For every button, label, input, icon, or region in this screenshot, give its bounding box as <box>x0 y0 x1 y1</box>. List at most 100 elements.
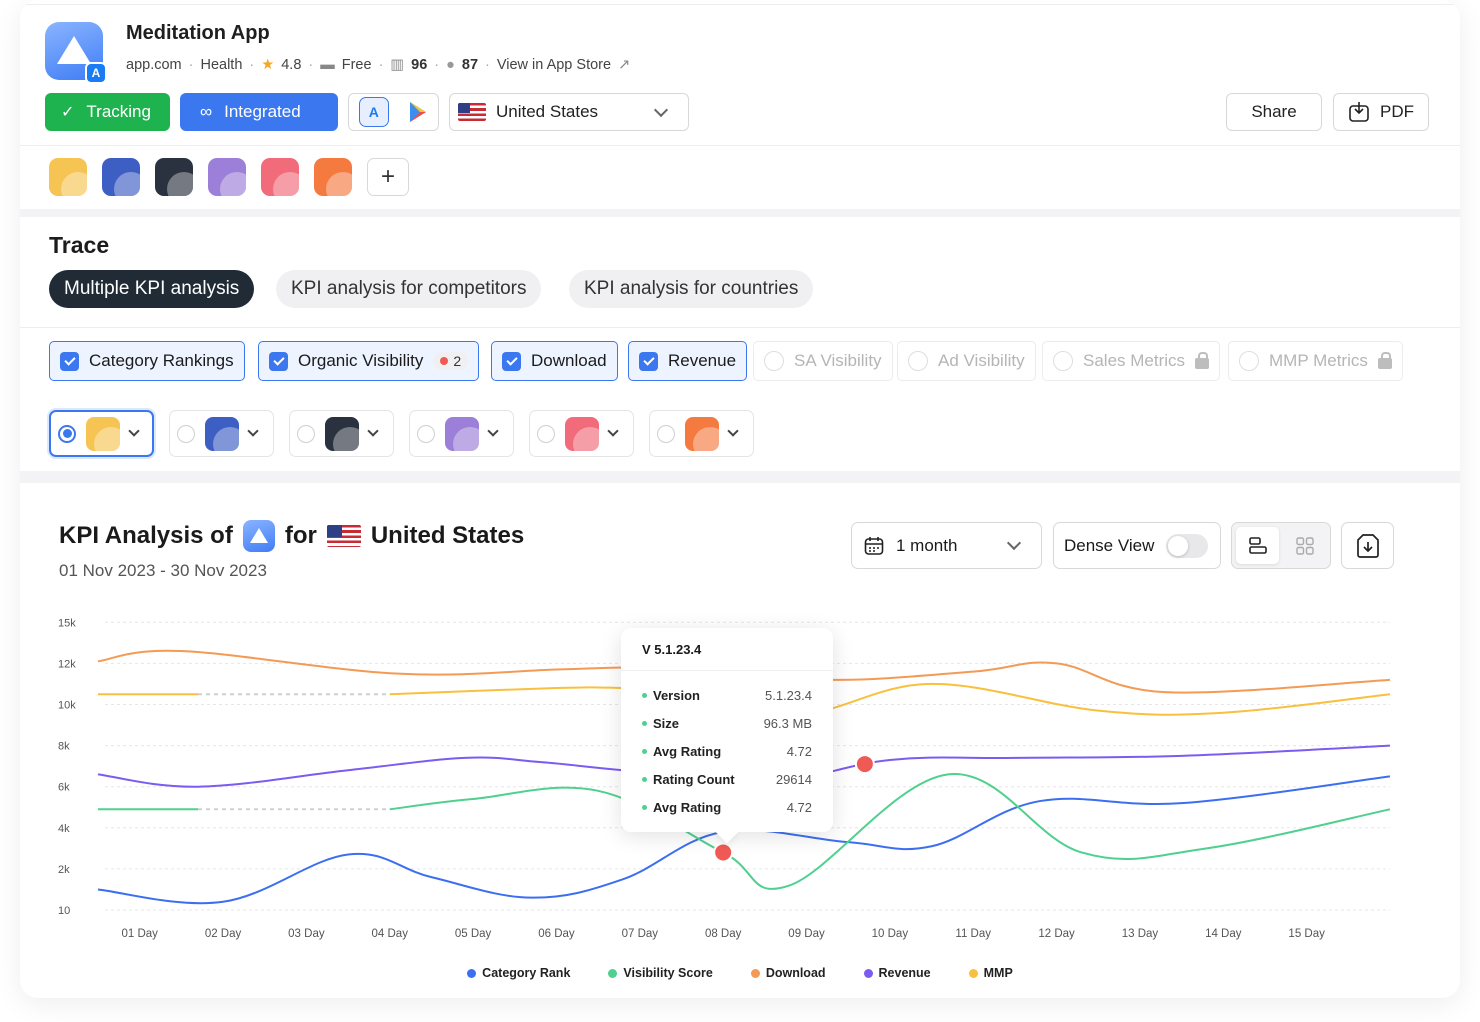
tab-competitors[interactable]: KPI analysis for competitors <box>276 270 542 308</box>
checkbox-checked[interactable] <box>639 351 658 371</box>
chevron-down-icon <box>247 425 259 437</box>
pdf-label: PDF <box>1380 102 1414 121</box>
list-view-icon <box>1248 536 1267 554</box>
tooltip-key: Rating Count <box>642 772 735 787</box>
app-selector-4[interactable] <box>409 410 514 457</box>
dense-view-toggle[interactable] <box>1166 533 1209 558</box>
kpi-revenue[interactable]: Revenue <box>628 341 748 381</box>
app-store-toggle-icon[interactable]: A <box>358 97 389 127</box>
separator-dot: · <box>188 57 194 73</box>
tab-multiple-kpi[interactable]: Multiple KPI analysis <box>49 270 255 308</box>
dense-view-label: Dense View <box>1064 535 1155 555</box>
checkbox-unchecked[interactable] <box>908 351 928 371</box>
competitor-icon-5[interactable] <box>261 158 299 196</box>
title-for: for <box>284 522 317 549</box>
list-view-button[interactable] <box>1236 527 1279 564</box>
share-button[interactable]: Share <box>1226 93 1322 131</box>
kpi-mmp-metrics[interactable]: MMP Metrics <box>1228 341 1403 381</box>
version-marker[interactable] <box>854 754 875 775</box>
checkbox-checked[interactable] <box>502 351 521 371</box>
google-play-icon[interactable] <box>408 101 428 123</box>
checkbox-unchecked[interactable] <box>764 351 784 371</box>
version-marker[interactable] <box>713 842 734 863</box>
section-gap <box>20 209 1460 217</box>
app-icon[interactable]: A <box>45 22 107 84</box>
legend-label: MMP <box>983 966 1013 980</box>
competitor-icon-6[interactable] <box>314 158 352 196</box>
y-tick-label: 8k <box>58 741 70 753</box>
export-button[interactable] <box>1341 522 1394 569</box>
chevron-down-icon <box>653 102 669 117</box>
pdf-button[interactable]: PDF <box>1333 93 1429 131</box>
radio-unselected[interactable] <box>657 424 675 443</box>
tooltip-row: Avg Rating 4.72 <box>642 744 812 759</box>
external-link-icon[interactable]: ↗ <box>618 57 631 73</box>
period-select[interactable]: 1 month <box>851 522 1042 569</box>
tooltip-divider <box>621 670 833 671</box>
kpi-analysis-title: KPI Analysis of for United States <box>59 520 524 552</box>
radio-selected[interactable] <box>58 424 76 443</box>
y-tick-label: 6k <box>58 782 70 794</box>
us-flag-icon <box>326 525 361 547</box>
legend-item[interactable]: Visibility Score <box>608 966 713 980</box>
competitor-icon-2[interactable] <box>102 158 140 196</box>
kpi-label: Revenue <box>668 351 737 370</box>
radio-unselected[interactable] <box>537 424 555 443</box>
add-competitor-button[interactable]: + <box>367 158 409 196</box>
y-tick-label: 10 <box>58 905 70 917</box>
price-icon: ▬ <box>320 57 335 73</box>
chart-markers <box>713 754 875 863</box>
kpi-category-rankings[interactable]: Category Rankings <box>49 341 245 381</box>
store-switch[interactable]: A <box>348 93 439 131</box>
competitor-icon-1[interactable] <box>49 158 87 196</box>
section-gap <box>20 471 1460 483</box>
chevron-down-icon <box>1006 535 1022 551</box>
tooltip-key: Version <box>642 688 700 703</box>
checkbox-unchecked[interactable] <box>1239 351 1259 371</box>
kpi-organic-visibility[interactable]: Organic Visibility 2 <box>258 341 480 381</box>
integrated-button[interactable]: ∞ Integrated <box>180 93 338 131</box>
x-tick-label: 08 Day <box>705 928 742 940</box>
country-select[interactable]: United States <box>449 93 689 131</box>
app-selector-5[interactable] <box>529 410 634 457</box>
integrated-label: Integrated <box>224 102 301 121</box>
app-selector-2[interactable] <box>169 410 274 457</box>
date-range: 01 Nov 2023 - 30 Nov 2023 <box>59 561 267 580</box>
y-tick-label: 10k <box>58 699 76 711</box>
legend-item[interactable]: Revenue <box>863 966 931 980</box>
x-tick-label: 10 Day <box>872 928 909 940</box>
legend-item[interactable]: Download <box>750 966 826 980</box>
tab-countries[interactable]: KPI analysis for countries <box>569 270 814 308</box>
radio-unselected[interactable] <box>297 424 315 443</box>
grid-view-button[interactable] <box>1283 527 1326 564</box>
app-category: Health <box>200 57 243 73</box>
radio-unselected[interactable] <box>177 424 195 443</box>
app-selector-6[interactable] <box>649 410 754 457</box>
legend-item[interactable]: Category Rank <box>467 966 570 980</box>
tracking-button[interactable]: ✓ Tracking <box>45 93 170 131</box>
store-link[interactable]: View in App Store <box>496 57 612 73</box>
app-domain[interactable]: app.com <box>126 57 182 73</box>
series-line-category-rank <box>97 775 1391 905</box>
red-dot-icon <box>440 357 449 365</box>
bar-chart-icon: ▥ <box>390 57 405 73</box>
kpi-download[interactable]: Download <box>491 341 618 381</box>
kpi-sa-visibility[interactable]: SA Visibility <box>753 341 893 381</box>
checkbox-checked[interactable] <box>60 351 79 371</box>
legend-item[interactable]: MMP <box>968 966 1013 980</box>
radio-unselected[interactable] <box>417 424 435 443</box>
trace-title: Trace <box>49 232 110 258</box>
kpi-ad-visibility[interactable]: Ad Visibility <box>897 341 1036 381</box>
competitor-icon-4[interactable] <box>208 158 246 196</box>
competitor-row: + <box>49 158 409 196</box>
legend-label: Revenue <box>878 966 931 980</box>
separator-dot: · <box>485 57 490 73</box>
app-selector-3[interactable] <box>289 410 394 457</box>
app-selector-1[interactable] <box>49 410 154 457</box>
kpi-sales-metrics[interactable]: Sales Metrics <box>1042 341 1221 381</box>
checkbox-unchecked[interactable] <box>1053 351 1073 371</box>
x-tick-label: 02 Day <box>205 928 242 940</box>
competitor-icon-3[interactable] <box>155 158 193 196</box>
link-icon: ∞ <box>200 102 213 121</box>
checkbox-checked[interactable] <box>269 351 288 371</box>
